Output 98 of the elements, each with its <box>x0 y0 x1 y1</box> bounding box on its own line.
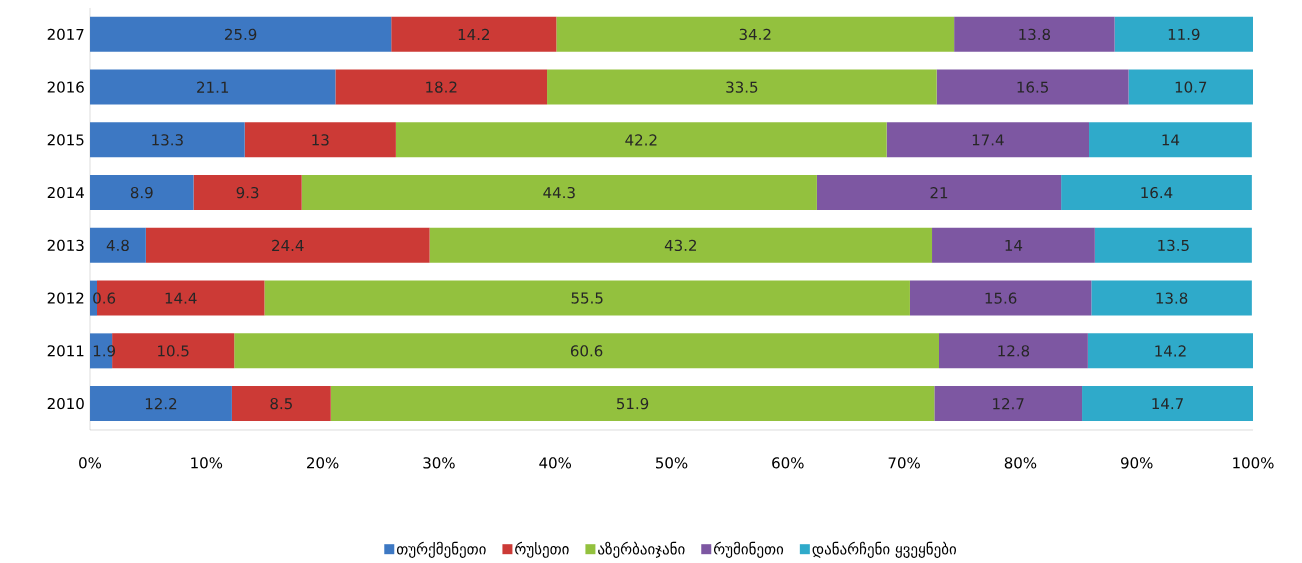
bar <box>231 386 331 422</box>
legend-label: რუსეთი <box>515 541 569 558</box>
data-label: 13.8 <box>1156 292 1188 304</box>
data-label: 51.9 <box>617 397 649 410</box>
bar <box>193 175 302 211</box>
bar <box>1061 175 1252 211</box>
data-label: 13.5 <box>1158 239 1189 252</box>
data-label: 14.2 <box>1155 345 1186 357</box>
data-label: 17.4 <box>972 134 1004 146</box>
data-label: 14 <box>1005 239 1023 251</box>
bar <box>954 16 1115 52</box>
bar <box>145 227 430 263</box>
bar <box>335 69 548 105</box>
bar <box>1128 69 1254 105</box>
bar <box>90 122 245 158</box>
y-tick-label: 2014 <box>47 186 84 199</box>
x-tick-label: 20% <box>307 457 339 469</box>
data-label: 34.2 <box>739 28 771 41</box>
bar <box>90 386 232 422</box>
bar <box>1082 386 1254 422</box>
data-label: 10.5 <box>158 345 189 357</box>
bar <box>234 333 939 369</box>
bar <box>395 122 887 158</box>
x-tick-label: 100% <box>1233 457 1274 469</box>
bar <box>936 69 1129 105</box>
bar <box>429 227 933 263</box>
bar <box>301 175 817 211</box>
data-label: 16.5 <box>1017 81 1048 93</box>
data-label: 12.8 <box>998 345 1030 357</box>
data-label: 42.2 <box>625 134 657 146</box>
x-tick-label: 60% <box>772 457 804 469</box>
y-tick-label: 2017 <box>47 28 84 41</box>
data-label: 4.8 <box>106 239 129 252</box>
bar <box>932 227 1095 263</box>
bar <box>391 16 557 52</box>
data-label: 60.6 <box>570 345 603 357</box>
data-label: 14.7 <box>1152 398 1183 410</box>
data-label: 13.8 <box>1019 28 1051 41</box>
bar <box>909 280 1092 316</box>
bar <box>934 386 1083 422</box>
x-tick-label: 10% <box>191 457 223 469</box>
x-tick-label: 90% <box>1120 457 1153 469</box>
bar <box>939 333 1088 369</box>
data-label: 10.7 <box>1175 81 1207 93</box>
x-tick-label: 30% <box>423 457 455 469</box>
bar <box>1091 280 1252 316</box>
data-label: 15.6 <box>985 292 1017 304</box>
data-label: 12.7 <box>993 398 1024 410</box>
data-label: 43.2 <box>664 239 697 252</box>
bar <box>90 69 336 105</box>
data-label: 12.2 <box>145 398 177 410</box>
bar <box>1114 16 1254 52</box>
data-label: 33.5 <box>726 81 758 93</box>
data-label: 14.4 <box>165 292 197 304</box>
data-label: 24.4 <box>272 239 304 251</box>
y-tick-label: 2013 <box>47 239 84 252</box>
bar <box>1087 333 1254 369</box>
bar <box>886 122 1090 158</box>
data-label: 55.5 <box>571 292 603 304</box>
data-label: 21 <box>930 187 948 199</box>
bar <box>1089 122 1252 158</box>
data-label: 14 <box>1162 134 1180 146</box>
bar <box>90 175 194 211</box>
bar <box>330 386 935 422</box>
bar <box>1094 227 1252 263</box>
legend-label: რუმინეთი <box>713 541 784 558</box>
y-tick-label: 2015 <box>47 134 84 146</box>
x-tick-label: 80% <box>1004 457 1037 469</box>
data-label: 21.1 <box>197 81 229 93</box>
y-tick-label: 2016 <box>47 81 84 93</box>
legend-label: დანარჩენი ყვეყნები <box>812 541 957 558</box>
x-tick-label: 40% <box>539 457 572 469</box>
data-label: 16.4 <box>1141 186 1173 199</box>
legend-label: თურქმენეთი <box>397 541 486 558</box>
bar <box>90 16 392 52</box>
x-tick-label: 70% <box>888 457 920 469</box>
bar <box>90 227 146 263</box>
data-label: 13.3 <box>152 134 183 146</box>
data-label: 11.9 <box>1168 28 1200 41</box>
x-tick-label: 0% <box>79 457 102 469</box>
data-label: 14.2 <box>458 28 489 40</box>
y-tick-label: 2010 <box>47 397 84 410</box>
bar <box>556 16 955 52</box>
y-tick-label: 2012 <box>47 292 84 304</box>
data-label: 44.3 <box>543 186 575 199</box>
y-tick-label: 2011 <box>47 345 84 357</box>
data-label: 18.2 <box>426 81 457 93</box>
bar <box>264 280 910 316</box>
bar <box>547 69 937 105</box>
data-label: 9.3 <box>236 186 259 199</box>
data-label: 13 <box>312 134 329 146</box>
data-label: 8.5 <box>270 397 292 410</box>
data-label: 25.9 <box>225 28 257 41</box>
legend-label: აზერბაიჯანი <box>598 541 685 558</box>
data-label: 8.9 <box>130 186 153 199</box>
x-tick-label: 50% <box>656 457 688 469</box>
bar <box>816 175 1062 211</box>
bar <box>244 122 396 158</box>
